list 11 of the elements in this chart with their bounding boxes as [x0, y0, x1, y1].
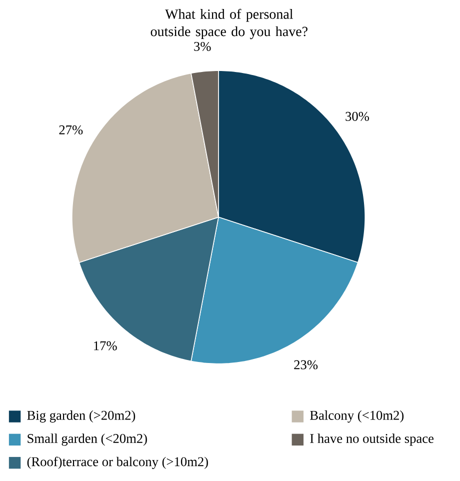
chart-title: What kind of personal outside space do you have? — [150, 8, 308, 40]
data-label: 17% — [94, 341, 118, 350]
data-label: 3% — [194, 42, 211, 51]
legend-label: I have no outside space — [310, 434, 434, 446]
legend-label: Balcony (<10m2) — [310, 410, 404, 423]
legend-label: Small garden (<20m2) — [28, 434, 148, 446]
data-label: 30% — [346, 112, 370, 121]
legend-label: Big garden (>20m2) — [27, 410, 136, 423]
legend-label: (Roof)terrace or balcony (>10m2) — [28, 456, 208, 469]
data-label: 27% — [59, 125, 83, 134]
data-label: 23% — [294, 360, 318, 370]
